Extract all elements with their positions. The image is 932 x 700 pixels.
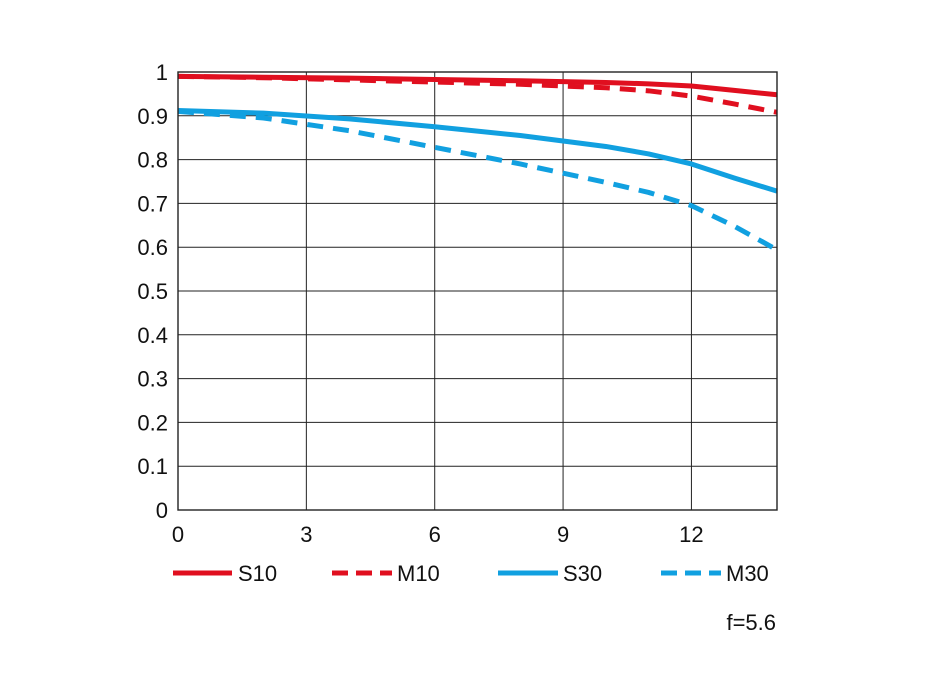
x-tick-label: 6 — [429, 522, 441, 547]
legend-item-s10: S10 — [173, 561, 277, 586]
legend-label-m10: M10 — [397, 561, 440, 586]
x-tick-label: 0 — [172, 522, 184, 547]
series-line-s30 — [177, 108, 778, 194]
x-tick-label: 12 — [679, 522, 703, 547]
series-line-s10 — [177, 73, 778, 98]
y-tick-label: 0.2 — [137, 410, 168, 435]
legend: S10 M10 S30 M30 — [173, 561, 769, 586]
legend-label-s30: S30 — [563, 561, 602, 586]
series-layer — [177, 73, 779, 253]
plot-border — [177, 71, 778, 511]
aperture-annotation: f=5.6 — [726, 610, 776, 635]
y-tick-label: 0.7 — [137, 191, 168, 216]
legend-item-s30: S30 — [498, 561, 602, 586]
y-tick-label: 0.5 — [137, 279, 168, 304]
x-tick-label: 9 — [557, 522, 569, 547]
tick-label-layer: 0 0.1 0.2 0.3 0.4 0.5 0.6 0.7 0.8 0.9 1 0 3 6 9 12 — [137, 60, 703, 547]
series-line-m30 — [177, 108, 779, 253]
legend-item-m30: M30 — [661, 561, 769, 586]
y-tick-label: 0.6 — [137, 235, 168, 260]
y-tick-label: 0.4 — [137, 323, 168, 348]
y-tick-label: 0.8 — [137, 148, 168, 173]
y-tick-label: 0.9 — [137, 104, 168, 129]
series-line-m10 — [177, 73, 778, 115]
y-tick-label: 0.3 — [137, 367, 168, 392]
legend-label-s10: S10 — [238, 561, 277, 586]
y-tick-label: 0.1 — [137, 454, 168, 479]
legend-label-m30: M30 — [726, 561, 769, 586]
axis-layer — [177, 71, 778, 511]
legend-item-m10: M10 — [332, 561, 440, 586]
y-tick-label: 1 — [156, 60, 168, 85]
y-tick-label: 0 — [156, 498, 168, 523]
x-tick-label: 3 — [300, 522, 312, 547]
